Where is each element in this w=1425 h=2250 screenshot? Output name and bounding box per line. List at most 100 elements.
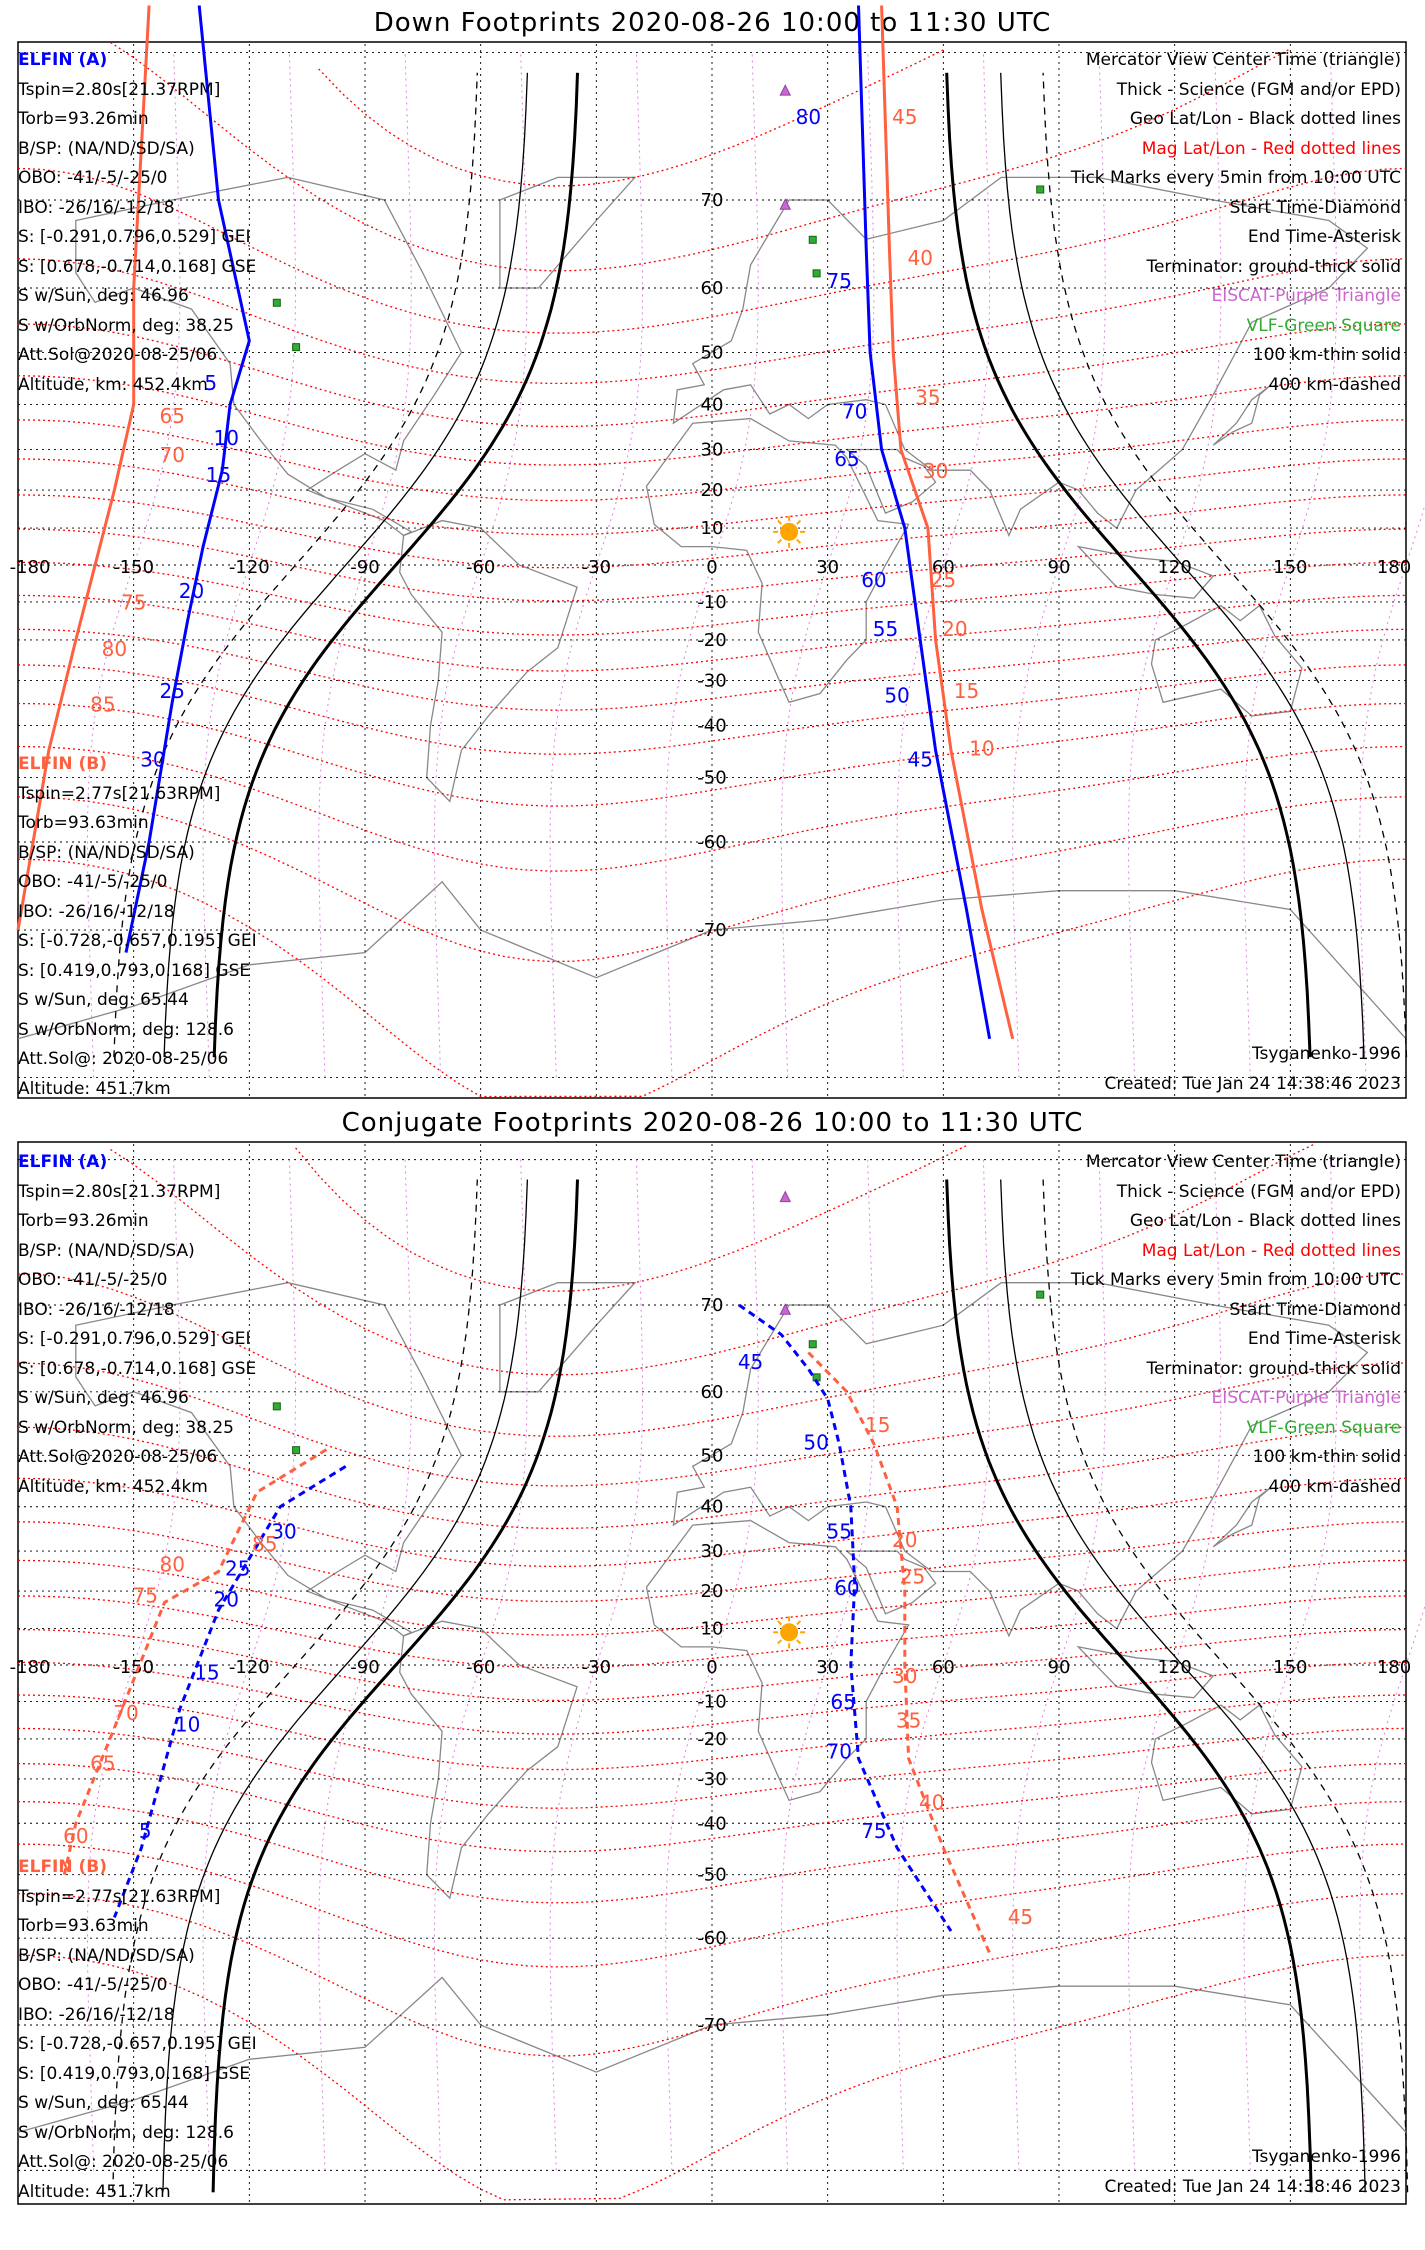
vlf-square-icon xyxy=(808,1340,817,1349)
panel-title-conjugate: Conjugate Footprints 2020-08-26 10:00 to… xyxy=(341,1108,1084,1138)
lat-label: 40 xyxy=(701,1497,724,1518)
vlf-square-icon xyxy=(272,1402,281,1411)
legend-line: Mercator View Center Time (triangle) xyxy=(1085,1152,1401,1172)
elfin-a-tick-label: 50 xyxy=(884,683,909,707)
coastline xyxy=(672,176,1369,538)
coastline xyxy=(17,880,1407,1040)
elfin-a-tick-label: 70 xyxy=(842,400,867,424)
legend-line: VLF-Green Square xyxy=(1246,1417,1401,1438)
legend-line: Tick Marks every 5min from 10:00 UTC xyxy=(1070,1270,1401,1290)
lon-label: 90 xyxy=(1048,557,1071,578)
mag-parallel xyxy=(295,1145,967,1292)
info-line: S w/Sun, deg: 46.96 xyxy=(18,1388,189,1408)
mag-meridian xyxy=(1012,52,1106,1078)
mag-meridian xyxy=(433,1159,528,2171)
panel-title-down: Down Footprints 2020-08-26 10:00 to 11:3… xyxy=(373,8,1052,38)
info-line: S: [0.419,0.793,0.168] GSE xyxy=(18,2063,251,2084)
mag-meridian xyxy=(549,52,644,1078)
vlf-square-icon xyxy=(292,343,301,352)
info-line: B/SP: (NA/ND/SD/SA) xyxy=(18,1240,195,1261)
mag-parallel xyxy=(17,1595,1407,1669)
lat-label: -50 xyxy=(697,768,726,789)
mag-meridian xyxy=(202,52,297,1078)
elfin-b-header: ELFIN (B) xyxy=(18,1857,108,1877)
legend-line: End Time-Asterisk xyxy=(1247,1329,1401,1349)
elfin-b-tick-label: 20 xyxy=(942,617,967,641)
vlf-square-icon xyxy=(1036,1290,1045,1299)
elfin-a-tick-label: 50 xyxy=(803,1431,828,1455)
elfin-a-tick-label: 45 xyxy=(907,747,932,771)
elfin-a-tick-label: 20 xyxy=(213,1587,238,1611)
terminator-line xyxy=(211,1179,579,2193)
info-line: S: [-0.728,-0.657,0.195] GEI xyxy=(18,2034,257,2054)
legend-line: Terminator: ground-thick solid xyxy=(1146,256,1401,277)
lat-label: 30 xyxy=(701,439,724,460)
coastline xyxy=(1150,1704,1303,1815)
lat-label: -20 xyxy=(697,630,726,651)
elfin-a-tick-label: 65 xyxy=(834,447,859,471)
lon-label: 30 xyxy=(816,1657,839,1678)
info-line: IBO: -26/16/-12/18 xyxy=(18,2004,175,2025)
mag-meridian xyxy=(549,1159,644,2171)
elfin-a-track xyxy=(124,5,251,953)
lon-label: 30 xyxy=(816,557,839,578)
info-line: Att.Sol@2020-08-25/06 xyxy=(18,345,218,365)
lat-label: -20 xyxy=(697,1729,726,1750)
lat-label: 10 xyxy=(701,1619,724,1640)
mag-meridian xyxy=(1127,52,1222,1078)
legend-line: 100 km-thin solid xyxy=(1252,345,1401,365)
info-line: S: [0.419,0.793,0.168] GSE xyxy=(18,960,251,981)
elfin-b-tick-label: 40 xyxy=(919,1790,944,1814)
mag-parallel xyxy=(17,167,1407,334)
elfin-b-tick-label: 75 xyxy=(133,1584,158,1608)
legend-line: VLF-Green Square xyxy=(1246,315,1401,336)
legend-line: Mag Lat/Lon - Red dotted lines xyxy=(1141,138,1401,159)
vlf-square-icon xyxy=(1036,185,1045,194)
eiscat-triangle-icon xyxy=(779,84,792,96)
lon-label: -120 xyxy=(229,557,270,578)
info-line: Torb=93.63min xyxy=(18,1916,149,1936)
elfin-a-track xyxy=(738,1303,953,1932)
vlf-square-icon xyxy=(808,235,817,244)
mag-parallel xyxy=(17,419,1407,502)
mag-meridian xyxy=(1012,1159,1106,2171)
elfin-a-tick-label: 25 xyxy=(225,1556,250,1580)
elfin-a-tick-label: 25 xyxy=(159,679,184,703)
vlf-square-icon xyxy=(272,298,281,307)
lat-label: -50 xyxy=(697,1865,726,1886)
elfin-b-tick-label: 75 xyxy=(121,590,146,614)
info-line: S: [0.678,-0.714,0.168] GSE xyxy=(18,256,257,277)
info-line: OBO: -41/-5/-25/0 xyxy=(18,1975,168,1995)
elfin-b-tick-label: 15 xyxy=(954,679,979,703)
elfin-b-tick-label: 80 xyxy=(102,637,127,661)
legend-line: EISCAT-Purple Triangle xyxy=(1211,286,1401,306)
terminator-line xyxy=(163,72,529,1058)
elfin-b-tick-label: 70 xyxy=(159,443,184,467)
lat-label: 20 xyxy=(701,1581,724,1602)
legend-line: Tick Marks every 5min from 10:00 UTC xyxy=(1070,168,1401,188)
info-line: S w/Sun, deg: 46.96 xyxy=(18,286,189,306)
legend-line: Mag Lat/Lon - Red dotted lines xyxy=(1141,1240,1401,1261)
lat-label: 70 xyxy=(701,190,724,211)
elfin-a-tick-label: 5 xyxy=(139,1819,152,1843)
model-label-conjugate: Tsyganenko-1996 Created: Tue Jan 24 14:3… xyxy=(1104,2143,1401,2202)
legend-line: Geo Lat/Lon - Black dotted lines xyxy=(1129,109,1401,129)
elfin-a-tick-label: 60 xyxy=(861,568,886,592)
mag-meridian xyxy=(1359,502,1425,1078)
legend-line: 100 km-thin solid xyxy=(1252,1447,1401,1467)
mag-parallel xyxy=(17,1893,1407,2057)
legend-line: Mercator View Center Time (triangle) xyxy=(1085,50,1401,70)
sun-ray xyxy=(777,519,783,525)
lat-label: -60 xyxy=(697,832,726,853)
coastline xyxy=(399,519,578,803)
legend-line: 400 km-dashed xyxy=(1268,1476,1401,1497)
sun-ray xyxy=(777,1620,783,1626)
vlf-square-icon xyxy=(812,269,821,278)
mag-parallel xyxy=(17,858,1407,1098)
legend-line: Thick - Science (FGM and/or EPD) xyxy=(1116,79,1401,100)
elfin-a-tick-label: 75 xyxy=(861,1819,886,1843)
mag-meridian xyxy=(86,1159,181,2171)
eiscat-triangle-icon xyxy=(779,198,792,210)
lon-label: -30 xyxy=(582,557,611,578)
mag-parallel xyxy=(17,323,1407,428)
